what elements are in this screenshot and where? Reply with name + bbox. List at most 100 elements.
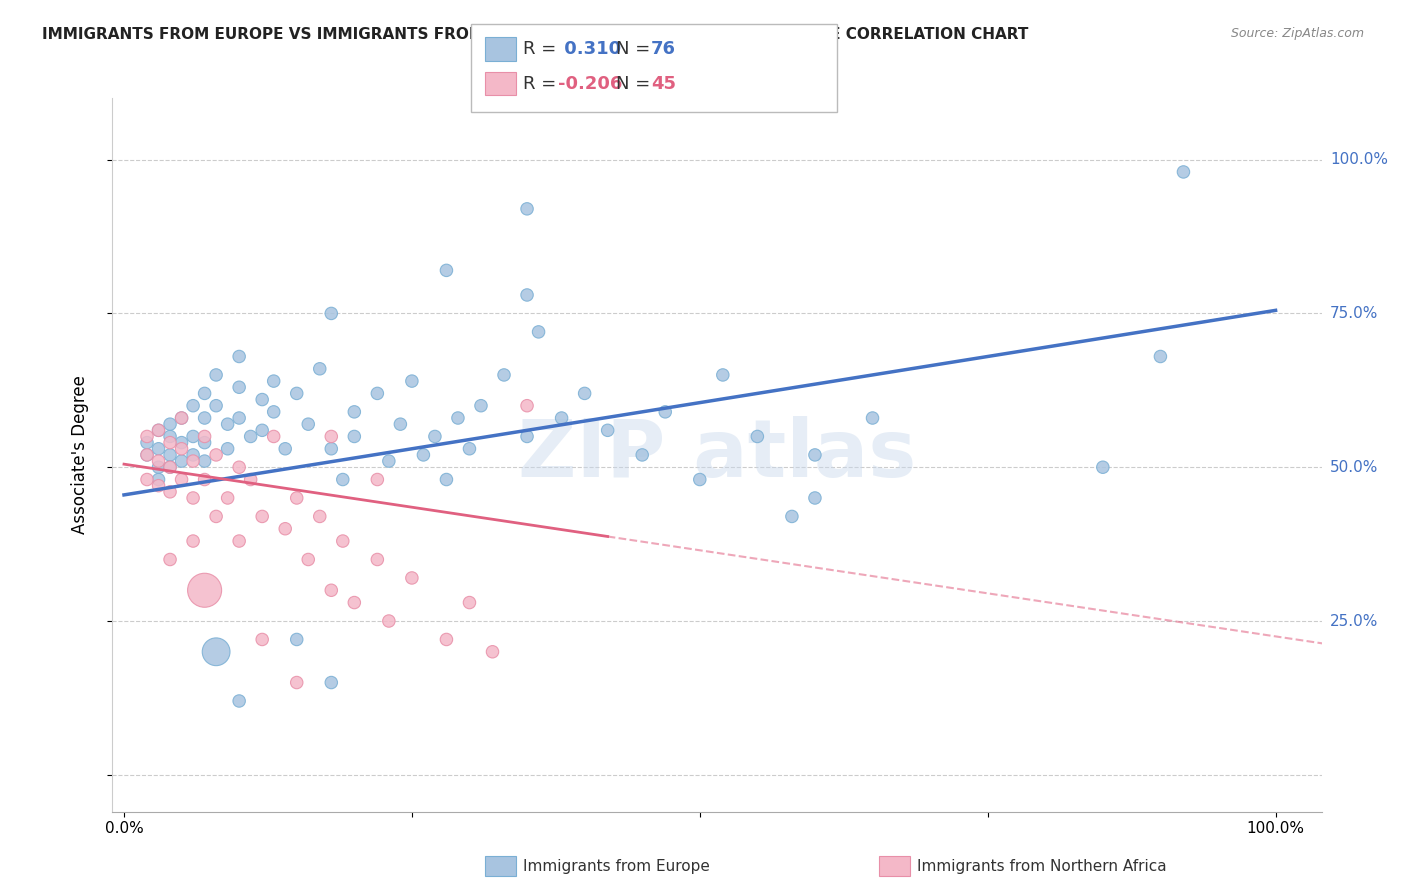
Point [205,645,228,659]
Point [159,448,181,462]
Point [343,596,366,610]
Point [285,675,308,690]
Point [343,405,366,419]
Point [228,380,250,394]
Text: 25.0%: 25.0% [1330,614,1378,629]
Text: R =: R = [523,40,562,58]
Point [239,429,262,443]
Point [170,454,193,468]
Point [458,442,481,456]
Point [194,583,217,598]
Point [228,534,250,549]
Point [194,473,217,487]
Point [217,491,239,505]
Point [205,509,228,524]
Point [631,448,654,462]
Point [285,632,308,647]
Point [170,442,193,456]
Point [148,460,170,475]
Point [366,552,388,566]
Point [492,368,515,382]
Point [321,675,343,690]
Point [170,473,193,487]
Point [321,583,343,598]
Text: Source: ZipAtlas.com: Source: ZipAtlas.com [1230,27,1364,40]
Point [148,473,170,487]
Point [516,399,538,413]
Point [250,392,273,407]
Point [308,509,330,524]
Point [159,429,181,443]
Point [332,534,354,549]
Point [136,473,159,487]
Point [181,491,204,505]
Point [136,448,159,462]
Text: 76: 76 [651,40,676,58]
Point [527,325,550,339]
Point [205,448,228,462]
Point [250,632,273,647]
Point [412,448,434,462]
Point [228,350,250,364]
Point [148,454,170,468]
Point [181,448,204,462]
Point [297,552,319,566]
Point [332,473,354,487]
Text: 45: 45 [651,75,676,93]
Point [436,473,458,487]
Point [321,442,343,456]
Point [516,429,538,443]
Point [401,374,423,388]
Point [263,405,285,419]
Point [170,411,193,425]
Point [366,386,388,401]
Point [285,386,308,401]
Point [285,491,308,505]
Point [804,491,827,505]
Point [447,411,470,425]
Text: 75.0%: 75.0% [1330,306,1378,321]
Point [516,202,538,216]
Point [263,429,285,443]
Point [217,442,239,456]
Point [689,473,711,487]
Point [250,509,273,524]
Y-axis label: Associate's Degree: Associate's Degree [70,376,89,534]
Point [297,417,319,432]
Point [239,473,262,487]
Text: IMMIGRANTS FROM EUROPE VS IMMIGRANTS FROM NORTHERN AFRICA ASSOCIATE'S DEGREE COR: IMMIGRANTS FROM EUROPE VS IMMIGRANTS FRO… [42,27,1029,42]
Point [366,473,388,487]
Point [780,509,803,524]
Point [159,552,181,566]
Point [136,448,159,462]
Point [308,361,330,376]
Point [228,411,250,425]
Point [205,399,228,413]
Point [274,442,297,456]
Point [159,435,181,450]
Text: Immigrants from Europe: Immigrants from Europe [523,859,710,873]
Point [136,435,159,450]
Point [550,411,572,425]
Point [217,417,239,432]
Point [378,614,401,628]
Point [170,411,193,425]
Point [250,423,273,437]
Point [321,306,343,320]
Point [159,460,181,475]
Point [136,429,159,443]
Point [228,460,250,475]
Point [378,454,401,468]
Point [181,454,204,468]
Point [159,417,181,432]
Point [159,460,181,475]
Point [181,534,204,549]
Point [654,405,676,419]
Point [148,442,170,456]
Point [148,423,170,437]
Text: -0.206: -0.206 [558,75,623,93]
Point [574,386,596,401]
Point [1091,460,1114,475]
Point [804,448,827,462]
Point [194,386,217,401]
